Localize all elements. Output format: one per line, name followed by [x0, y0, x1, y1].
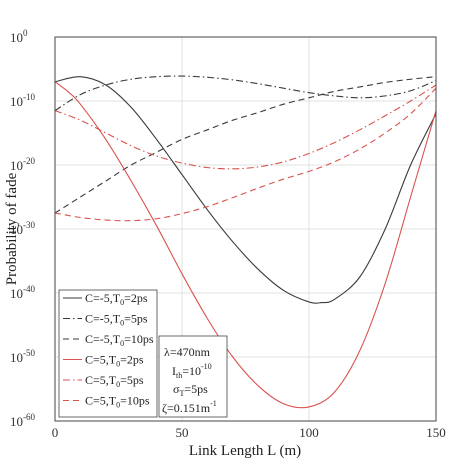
plot-frame [54, 36, 437, 422]
x-tick-label: 100 [299, 425, 319, 440]
legend: C=-5,T0=2ps C=-5,T0=5ps C=-5,T0=10ps C=5,T0… [58, 289, 158, 418]
x-axis-label: Link Length L (m) [189, 443, 301, 459]
y-tick-label: 10-60 [10, 412, 35, 429]
y-tick-label: 100 [10, 28, 28, 45]
annotation-wavelength: λ=470nm [164, 345, 211, 359]
x-tick-label: 50 [176, 425, 189, 440]
y-tick-label: 10-30 [10, 220, 35, 237]
series-line-6 [54, 87, 437, 222]
annotation-zeta: ζ=0.151m-1 [162, 399, 217, 415]
annotation-threshold: Ith=10-10 [172, 362, 212, 380]
y-axis-label: Probability of fade [4, 172, 20, 285]
legend-entry: C=-5,T0=10ps [85, 332, 154, 348]
legend-box [58, 289, 158, 418]
y-tick-label: 10-50 [10, 348, 35, 365]
x-tick-label: 150 [426, 425, 446, 440]
legend-entry: C=-5,T0=2ps [85, 291, 148, 307]
annotation-box [158, 335, 228, 418]
legend-entry: C=5,T0=2ps [85, 353, 144, 369]
series-line-5 [54, 84, 437, 170]
parameter-annotation: λ=470nm Ith=10-10 σT=5ps ζ=0.151m-1 [158, 335, 228, 418]
legend-entry: C=-5,T0=5ps [85, 312, 148, 328]
series-line-4 [54, 81, 437, 409]
series-line-3 [54, 76, 437, 214]
x-tick-label: 0 [52, 425, 59, 440]
annotation-sigma: σT=5ps [173, 382, 208, 398]
y-tick-labels: 100 10-10 10-20 10-30 10-40 10-50 10-60 [10, 28, 35, 429]
legend-entry: C=5,T0=5ps [85, 373, 144, 389]
legend-entry: C=5,T0=10ps [85, 394, 150, 410]
y-tick-label: 10-20 [10, 156, 35, 173]
x-tick-labels: 0 50 100 150 [52, 425, 446, 440]
y-tick-label: 10-40 [10, 284, 35, 301]
y-tick-label: 10-10 [10, 92, 35, 109]
series-line-1 [54, 76, 437, 304]
series-layer [54, 75, 437, 409]
series-line-2 [54, 75, 437, 112]
